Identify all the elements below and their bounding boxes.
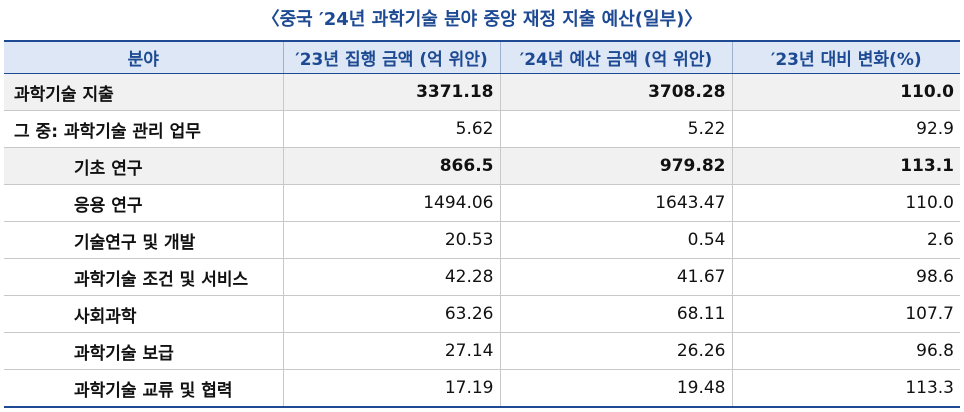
- value-cell: 26.26: [499, 332, 732, 370]
- row-label: 과학기술 교류 및 협력: [4, 369, 283, 408]
- value-cell: 3708.28: [499, 73, 732, 111]
- table-row: 사회과학 63.26 68.11 107.7: [4, 295, 960, 333]
- value-cell: 42.28: [282, 258, 500, 296]
- value-cell: 63.26: [282, 295, 500, 333]
- table-row: 기술연구 및 개발 20.53 0.54 2.6: [4, 221, 960, 259]
- value-cell: 68.11: [499, 295, 732, 333]
- data-table: 분야 ′23년 집행 금액 (억 위안) ′24년 예산 금액 (억 위안) ′23년…: [4, 40, 960, 408]
- value-cell: 866.5: [282, 147, 500, 185]
- value-cell: 1494.06: [282, 184, 500, 222]
- table-header: 분야 ′23년 집행 금액 (억 위안) ′24년 예산 금액 (억 위안) ′23년…: [4, 40, 960, 74]
- value-cell: 2.6: [731, 221, 960, 259]
- value-cell: 110.0: [731, 184, 960, 222]
- value-cell: 0.54: [499, 221, 732, 259]
- table-row: 기초 연구 866.5 979.82 113.1: [4, 147, 960, 185]
- value-cell: 20.53: [282, 221, 500, 259]
- table-row: 과학기술 지출 3371.18 3708.28 110.0: [4, 73, 960, 111]
- header-row: 분야 ′23년 집행 금액 (억 위안) ′24년 예산 금액 (억 위안) ′23년…: [4, 40, 960, 74]
- table-row: 과학기술 교류 및 협력 17.19 19.48 113.3: [4, 369, 960, 408]
- row-label: 과학기술 지출: [4, 73, 283, 111]
- header-cell: ′24년 예산 금액 (억 위안): [499, 40, 732, 74]
- value-cell: 5.62: [282, 110, 500, 148]
- row-label: 그 중: 과학기술 관리 업무: [4, 110, 283, 148]
- value-cell: 96.8: [731, 332, 960, 370]
- value-cell: 41.67: [499, 258, 732, 296]
- value-cell: 3371.18: [282, 73, 500, 111]
- row-label: 사회과학: [4, 295, 283, 333]
- value-cell: 107.7: [731, 295, 960, 333]
- row-label: 기초 연구: [4, 147, 283, 185]
- table-title: 〈중국 ′24년 과학기술 분야 중앙 재정 지출 예산(일부)〉: [261, 9, 703, 30]
- value-cell: 98.6: [731, 258, 960, 296]
- value-cell: 5.22: [499, 110, 732, 148]
- header-cell: ′23년 대비 변화(%): [731, 40, 960, 74]
- value-cell: 110.0: [731, 73, 960, 111]
- table-row: 과학기술 조건 및 서비스 42.28 41.67 98.6: [4, 258, 960, 296]
- table-body: 과학기술 지출 3371.18 3708.28 110.0 그 중: 과학기술 관리 업…: [4, 73, 960, 408]
- table-row: 과학기술 보급 27.14 26.26 96.8: [4, 332, 960, 370]
- value-cell: 113.1: [731, 147, 960, 185]
- row-label: 과학기술 조건 및 서비스: [4, 258, 283, 296]
- value-cell: 17.19: [282, 369, 500, 408]
- row-label: 기술연구 및 개발: [4, 221, 283, 259]
- value-cell: 92.9: [731, 110, 960, 148]
- table-row: 그 중: 과학기술 관리 업무 5.62 5.22 92.9: [4, 110, 960, 148]
- header-cell: 분야: [4, 40, 283, 74]
- value-cell: 979.82: [499, 147, 732, 185]
- row-label: 과학기술 보급: [4, 332, 283, 370]
- value-cell: 113.3: [731, 369, 960, 408]
- row-label: 응용 연구: [4, 184, 283, 222]
- table-row: 응용 연구 1494.06 1643.47 110.0: [4, 184, 960, 222]
- value-cell: 27.14: [282, 332, 500, 370]
- value-cell: 1643.47: [499, 184, 732, 222]
- header-cell: ′23년 집행 금액 (억 위안): [282, 40, 500, 74]
- value-cell: 19.48: [499, 369, 732, 408]
